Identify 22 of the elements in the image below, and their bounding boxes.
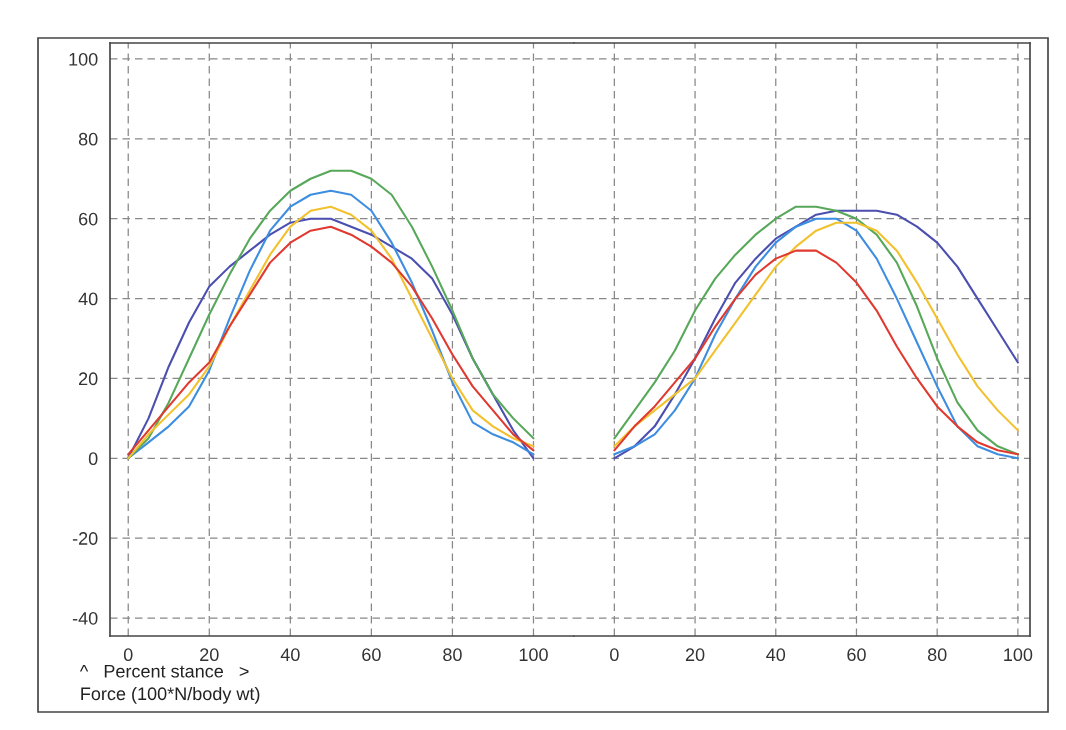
x-axis-title: ^ Percent stance > (79, 665, 249, 678)
x-tick-label: 0 (123, 648, 133, 662)
y-tick-label: 40 (78, 292, 98, 306)
y-axis-title: Force (100*N/body wt) (81, 686, 260, 704)
y-tick-label: -40 (72, 611, 98, 625)
y-tick-label: 20 (79, 372, 98, 386)
x-tick-label: 60 (847, 648, 866, 662)
x-tick-label: 60 (362, 648, 381, 662)
x-tick-label: 0 (610, 648, 619, 662)
x-tick-label: 40 (280, 648, 300, 662)
x-tick-label: 20 (685, 648, 705, 662)
y-tick-label: 60 (79, 212, 98, 226)
y-tick-label: 80 (78, 132, 98, 146)
x-tick-label: 40 (766, 648, 786, 662)
x-tick-label: 20 (200, 648, 219, 662)
x-tick-label: 80 (927, 648, 947, 662)
x-tick-label: 100 (519, 648, 548, 662)
y-tick-label: -20 (72, 532, 98, 545)
x-tick-label: 100 (1004, 648, 1033, 662)
x-tick-label: 80 (443, 648, 462, 662)
y-tick-label: 100 (69, 52, 98, 66)
y-tick-label: 0 (88, 452, 98, 466)
